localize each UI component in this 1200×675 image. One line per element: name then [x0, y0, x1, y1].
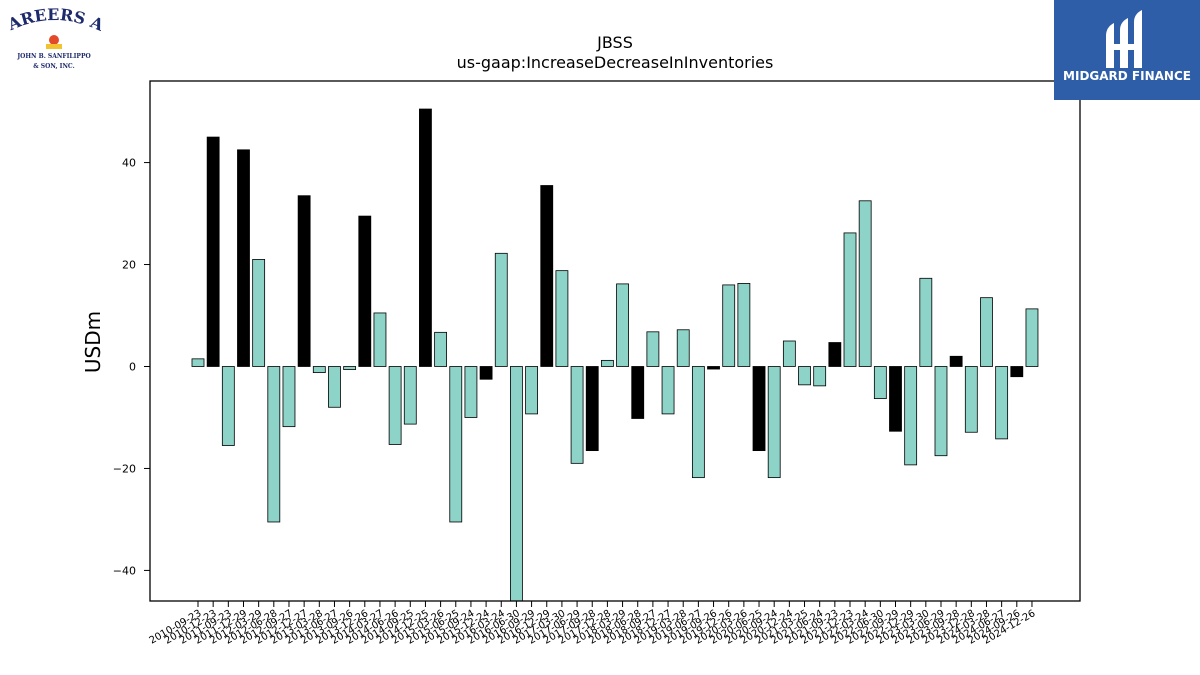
plot-frame: [149, 80, 1081, 602]
careers-logo-heading: CAREERS AT: [0, 0, 107, 35]
bar: [722, 284, 736, 367]
bar: [858, 200, 872, 367]
bar: [873, 366, 887, 400]
x-axis: 2010-09-232010-12-232011-09-232011-12-29…: [148, 601, 1037, 647]
bar: [676, 329, 690, 367]
y-tick-label: 20: [122, 259, 136, 272]
bar: [980, 297, 993, 367]
bar: [373, 312, 387, 367]
bar: [934, 366, 948, 457]
bar: [328, 366, 341, 408]
bar: [949, 355, 963, 367]
bar: [585, 366, 599, 452]
bar: [1025, 308, 1039, 367]
careers-logo-company: JOHN B. SANFILIPPO: [16, 53, 90, 60]
bar: [919, 277, 933, 367]
bar: [510, 366, 523, 602]
bar: [221, 366, 235, 446]
bar: [419, 108, 432, 367]
bar: [525, 366, 538, 415]
bar: [752, 366, 766, 452]
bar: [494, 252, 508, 367]
bar: [798, 366, 811, 386]
bar: [691, 366, 705, 479]
bar: [312, 366, 326, 374]
y-tick-label: −20: [113, 462, 136, 475]
bar: [904, 366, 918, 466]
bar: [191, 358, 205, 367]
bar: [964, 366, 978, 433]
careers-logo: CAREERS AT JOHN B. SANFILIPPO & SON, INC…: [0, 0, 107, 72]
bar: [540, 185, 554, 367]
midgard-finance-logo: MIDGARD FINANCE: [1054, 0, 1200, 100]
bars-group: [191, 108, 1039, 602]
bar: [206, 136, 220, 367]
bar: [464, 366, 478, 418]
svg-text:CAREERS AT: CAREERS AT: [4, 6, 104, 35]
bar: [782, 340, 796, 367]
y-tick-label: 0: [129, 360, 136, 373]
bar: [631, 366, 645, 419]
bar: [555, 270, 569, 367]
bar: [737, 282, 751, 367]
bar: [449, 366, 463, 523]
bar: [828, 342, 842, 367]
midgard-logo-text: MIDGARD FINANCE: [1063, 69, 1191, 83]
bar: [282, 366, 296, 428]
bar: [616, 283, 629, 367]
bar: [570, 366, 584, 464]
bar: [813, 366, 827, 387]
bar: [343, 366, 357, 370]
y-tick-label: −40: [113, 564, 136, 577]
midgard-mark-icon: [1106, 10, 1142, 68]
bar: [252, 259, 266, 367]
bar: [388, 366, 402, 445]
bar: [1010, 366, 1024, 378]
bar: [237, 149, 250, 367]
y-tick-label: 40: [122, 157, 136, 170]
chart-title: JBSS: [596, 33, 633, 52]
bar: [479, 366, 493, 380]
bar: [434, 331, 448, 367]
bar: [661, 366, 675, 415]
y-axis: −40 −20 0 20 40: [113, 157, 150, 577]
bar: [403, 366, 417, 425]
bar: [267, 366, 281, 523]
bar: [767, 366, 781, 479]
bar: [601, 359, 614, 367]
bar: [297, 195, 311, 367]
y-axis-label: USDm: [81, 311, 105, 373]
bar: [646, 331, 660, 367]
bar: [995, 366, 1009, 440]
bar: [889, 366, 902, 432]
careers-logo-suffix: & SON, INC.: [33, 63, 74, 70]
bar: [843, 232, 857, 367]
bar: [358, 215, 372, 367]
chart-subtitle: us-gaap:IncreaseDecreaseInInventories: [457, 53, 774, 72]
bar: [707, 366, 720, 370]
